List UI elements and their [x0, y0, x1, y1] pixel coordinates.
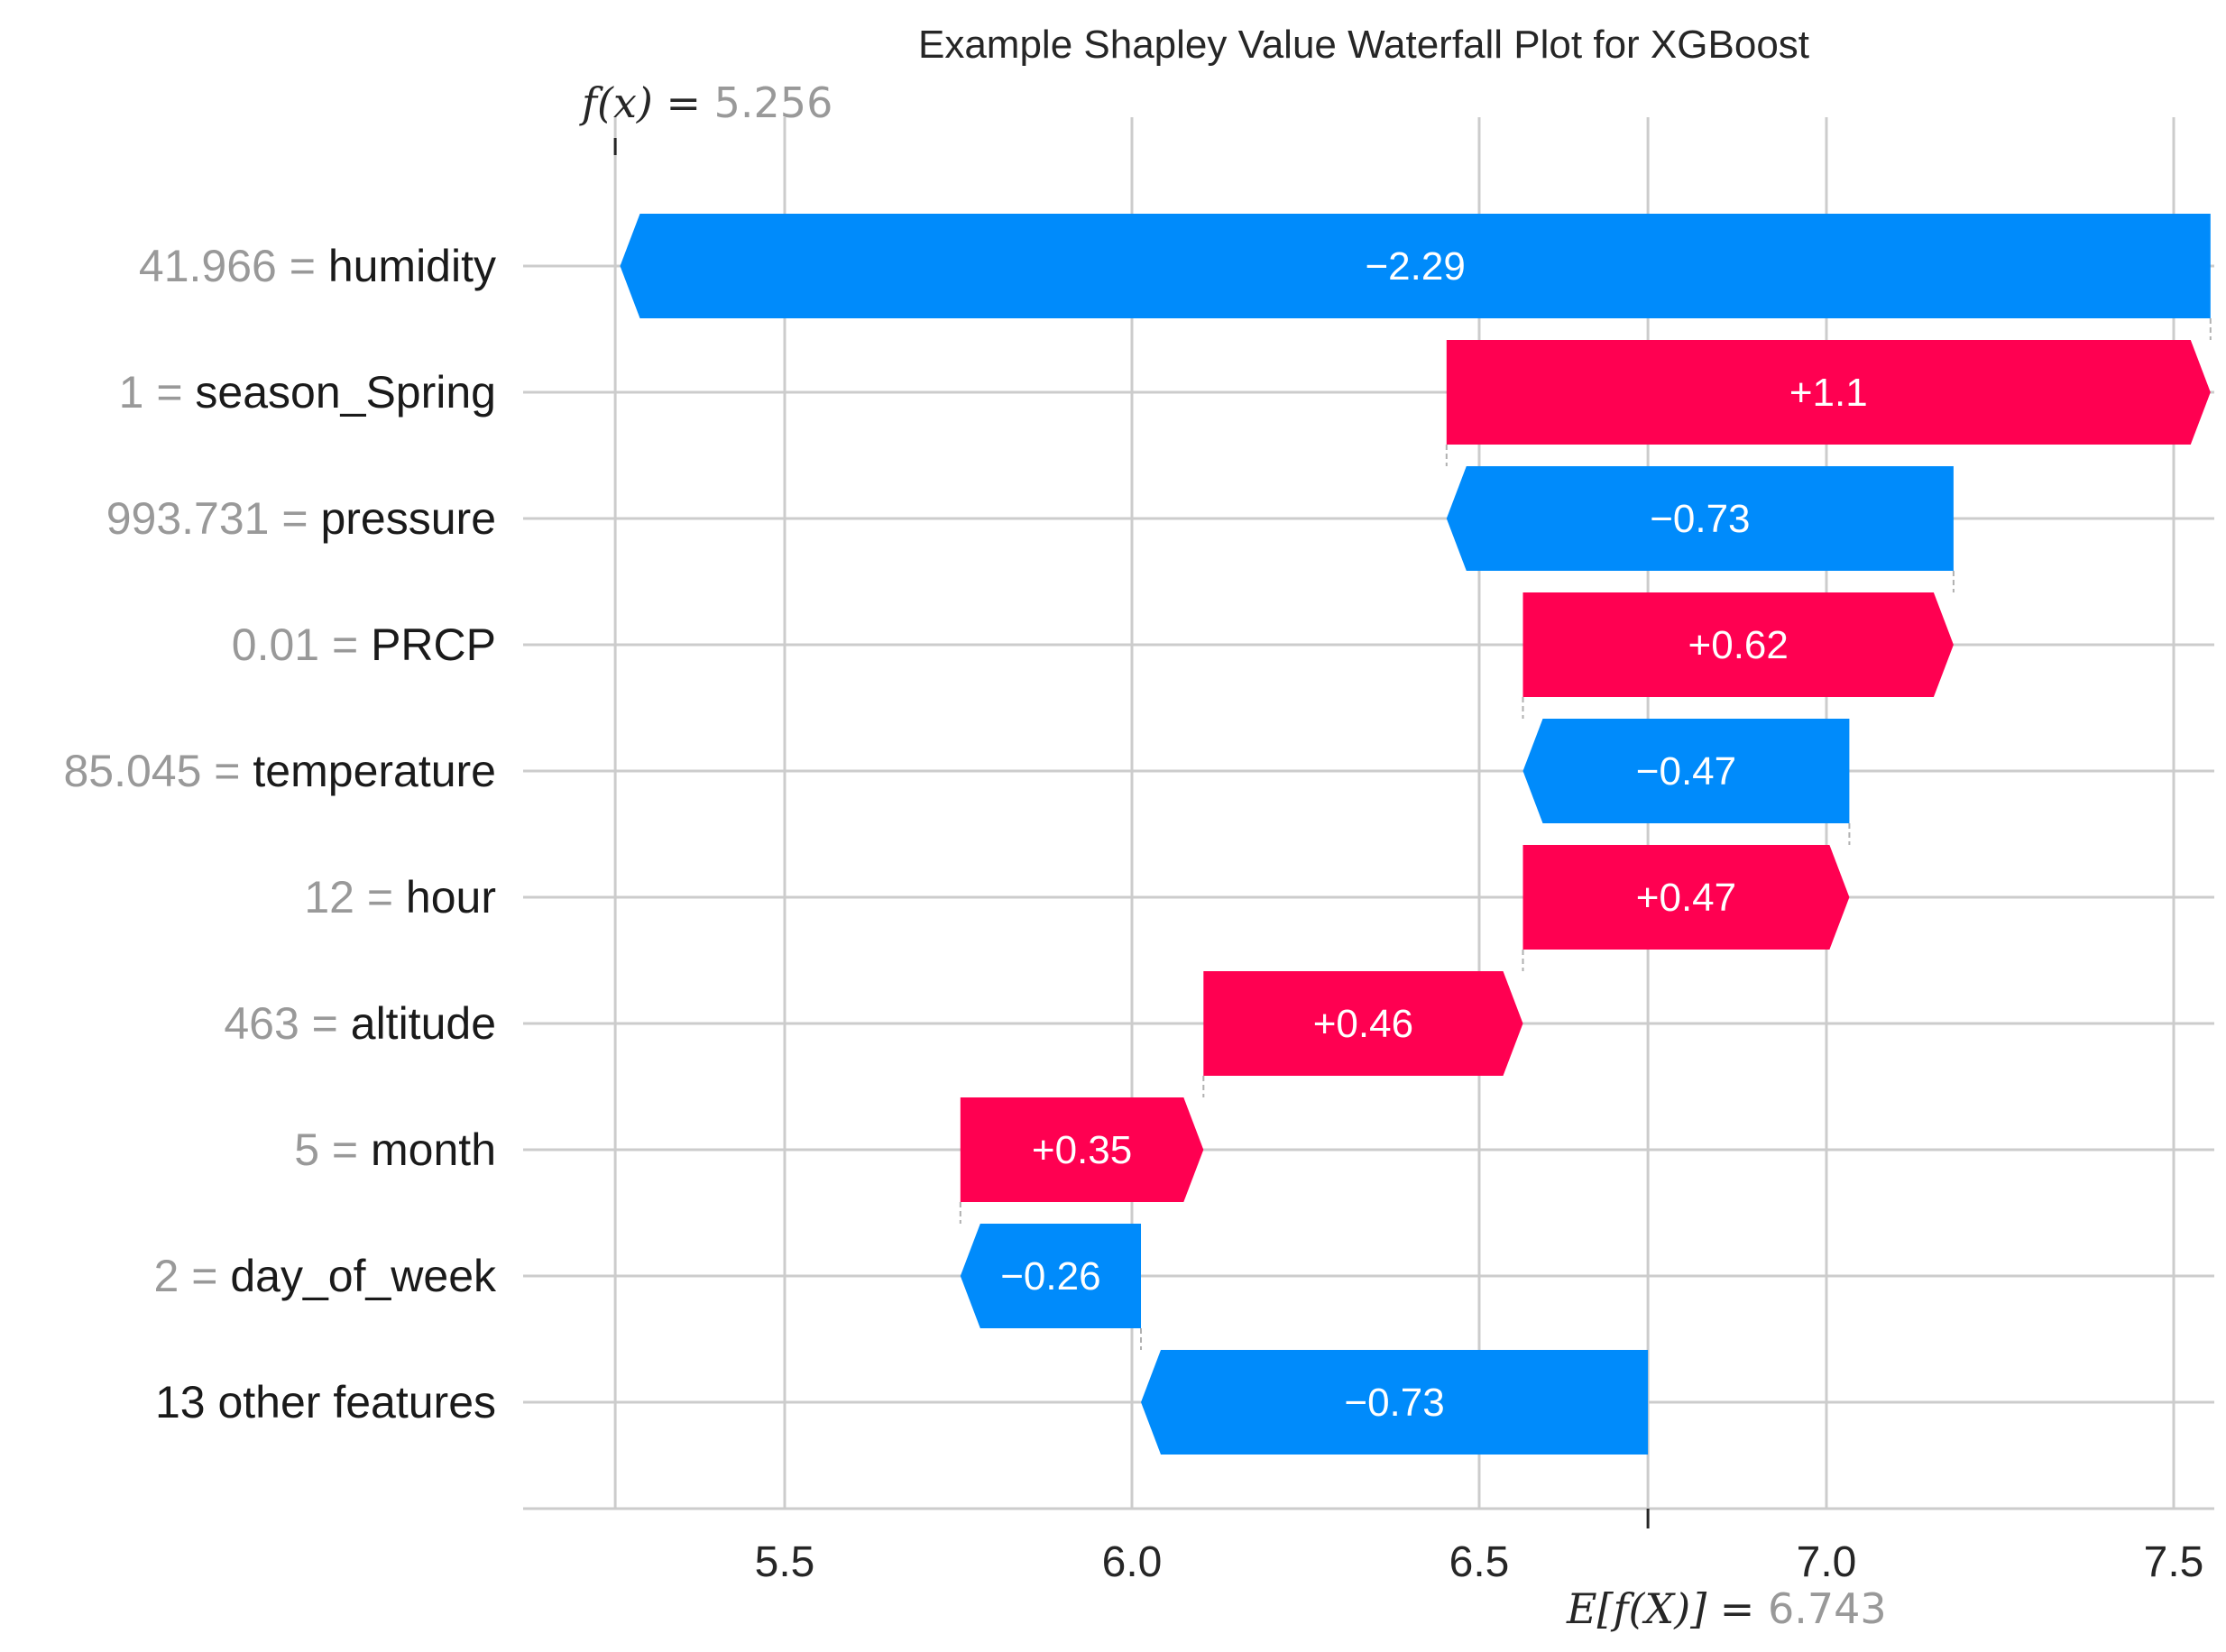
x-axis: 5.5 6.0 6.5 7.0 7.5 — [523, 138, 2214, 1586]
feature-value: 85.045 = — [63, 746, 253, 796]
bar-value-label: +0.62 — [1688, 623, 1789, 667]
feature-name: altitude — [351, 998, 496, 1049]
feature-value: 41.966 = — [139, 241, 328, 291]
feature-label: 13 other features — [155, 1377, 496, 1427]
output-expr: f(x) = — [579, 78, 714, 127]
shap-bar — [1141, 1350, 1649, 1455]
chart-title: Example Shapley Value Waterfall Plot for… — [918, 23, 1809, 67]
shap-bar — [960, 1097, 1204, 1202]
shap-bar — [1522, 719, 1850, 823]
feature-name: month — [371, 1124, 496, 1175]
base-expr: E[f(X)] = — [1566, 1584, 1768, 1633]
feature-value: 993.731 = — [106, 493, 321, 544]
annotations: f(x) = 5.256 E[f(X)] = 6.743 — [579, 78, 1887, 1633]
feature-name: PRCP — [371, 620, 496, 670]
feature-label: 12 = hour — [304, 872, 496, 922]
shap-bar — [1203, 971, 1523, 1076]
feature-name: day_of_week — [230, 1251, 497, 1301]
bar-value-label: +0.35 — [1032, 1128, 1132, 1172]
feature-labels: 41.966 = humidity 1 = season_Spring 993.73… — [63, 241, 497, 1427]
feature-name: pressure — [320, 493, 496, 544]
feature-value: 5 = — [294, 1124, 371, 1175]
feature-value: 12 = — [304, 872, 406, 922]
shap-bar — [620, 214, 2211, 318]
x-tick-label: 7.0 — [1797, 1538, 1857, 1586]
feature-label: 463 = altitude — [224, 998, 496, 1049]
feature-name: hour — [406, 872, 496, 922]
feature-name: humidity — [328, 241, 496, 291]
feature-value: 1 = — [119, 367, 196, 418]
feature-value: 2 = — [154, 1251, 231, 1301]
feature-label: 0.01 = PRCP — [232, 620, 496, 670]
x-tick-label: 5.5 — [755, 1538, 815, 1586]
output-value: 5.256 — [714, 78, 833, 127]
feature-label: 85.045 = temperature — [63, 746, 496, 796]
grid-lines — [523, 117, 2214, 1509]
bar-value-label: −0.47 — [1636, 749, 1736, 794]
feature-name: season_Spring — [195, 367, 496, 418]
bar-value-label: −0.26 — [1000, 1254, 1100, 1299]
bar-value-label: −0.73 — [1344, 1381, 1444, 1425]
feature-name: temperature — [253, 746, 496, 796]
feature-value: 0.01 = — [232, 620, 371, 670]
bar-value-label: +0.47 — [1636, 876, 1736, 920]
bars: −2.29 +1.1 −0.73 +0.62 −0.47 +0.47 +0.46 +0.35 −… — [620, 214, 2211, 1455]
feature-name: 13 other features — [155, 1377, 496, 1427]
x-tick-label: 6.0 — [1102, 1538, 1163, 1586]
feature-label: 41.966 = humidity — [139, 241, 496, 291]
feature-label: 993.731 = pressure — [106, 493, 496, 544]
shap-bar — [1446, 466, 1954, 571]
base-value-annotation: E[f(X)] = 6.743 — [1566, 1584, 1887, 1633]
base-value: 6.743 — [1768, 1584, 1887, 1633]
feature-label: 1 = season_Spring — [119, 367, 496, 418]
feature-value: 463 = — [224, 998, 350, 1049]
bar-value-label: +0.46 — [1313, 1002, 1413, 1046]
shap-bar — [960, 1224, 1142, 1328]
bar-value-label: −0.73 — [1650, 497, 1750, 541]
feature-label: 2 = day_of_week — [154, 1251, 497, 1301]
bar-value-label: +1.1 — [1789, 371, 1868, 415]
shap-bar — [1446, 340, 2211, 445]
x-tick-label: 6.5 — [1449, 1538, 1510, 1586]
x-tick-label: 7.5 — [2144, 1538, 2204, 1586]
bar-value-label: −2.29 — [1365, 244, 1465, 289]
feature-label: 5 = month — [294, 1124, 496, 1175]
output-value-annotation: f(x) = 5.256 — [579, 78, 832, 127]
shap-bar — [1522, 592, 1954, 697]
shap-bar — [1522, 845, 1850, 950]
